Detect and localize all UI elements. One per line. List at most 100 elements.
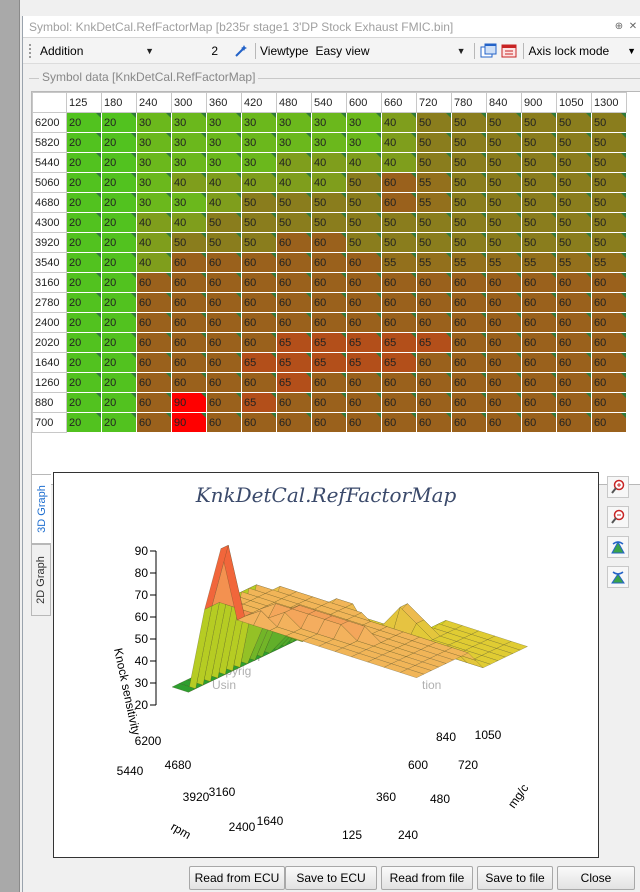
map-cell[interactable]: 20 [66,172,102,193]
map-cell[interactable]: 50 [311,192,347,213]
map-cell[interactable]: 40 [136,232,172,253]
map-cell[interactable]: 30 [171,152,207,173]
map-cell[interactable]: 60 [206,332,242,353]
map-cell[interactable]: 20 [66,152,102,173]
map-cell[interactable]: 50 [451,172,487,193]
map-cell[interactable]: 20 [66,272,102,293]
map-cell[interactable]: 65 [276,352,312,373]
map-cell[interactable]: 55 [416,172,452,193]
map-cell[interactable]: 60 [206,272,242,293]
operation-select[interactable]: Addition ▼ [35,41,159,61]
map-cell[interactable]: 60 [241,272,277,293]
map-cell[interactable]: 50 [451,152,487,173]
column-header[interactable]: 180 [101,92,137,113]
map-cell[interactable]: 60 [591,392,627,413]
map-cell[interactable]: 60 [521,272,557,293]
map-cell[interactable]: 65 [346,332,382,353]
map-cell[interactable]: 20 [101,312,137,333]
axis-lock-toggle[interactable]: Axis lock mode [528,43,610,58]
map-cell[interactable]: 60 [486,332,522,353]
map-cell[interactable]: 60 [416,312,452,333]
map-cell[interactable]: 30 [311,132,347,153]
map-cell[interactable]: 50 [591,172,627,193]
map-cell[interactable]: 60 [591,352,627,373]
map-cell[interactable]: 60 [241,332,277,353]
map-cell[interactable]: 60 [311,412,347,433]
map-cell[interactable]: 60 [486,372,522,393]
map-cell[interactable]: 60 [591,332,627,353]
map-cell[interactable]: 20 [101,252,137,273]
map-cell[interactable]: 50 [206,212,242,233]
map-cell[interactable]: 50 [346,192,382,213]
map-cell[interactable]: 60 [136,312,172,333]
map-cell[interactable]: 50 [451,132,487,153]
map-cell[interactable]: 50 [171,232,207,253]
map-cell[interactable]: 60 [276,392,312,413]
map-cell[interactable]: 50 [556,192,592,213]
map-cell[interactable]: 20 [101,352,137,373]
map-cell[interactable]: 60 [556,332,592,353]
map-cell[interactable]: 40 [276,152,312,173]
row-header[interactable]: 2020 [32,332,67,353]
pin-icon[interactable]: ⊕ [614,21,624,32]
row-header[interactable]: 4300 [32,212,67,233]
map-cell[interactable]: 60 [381,172,417,193]
map-cell[interactable]: 60 [346,392,382,413]
column-header[interactable]: 300 [171,92,207,113]
row-header[interactable]: 5060 [32,172,67,193]
map-cell[interactable]: 60 [451,272,487,293]
row-header[interactable]: 5820 [32,132,67,153]
map-cell[interactable]: 60 [451,332,487,353]
map-cell[interactable]: 50 [556,152,592,173]
map-cell[interactable]: 40 [206,192,242,213]
map-cell[interactable]: 30 [136,152,172,173]
close-icon[interactable]: ✕ [628,21,638,32]
row-header[interactable]: 4680 [32,192,67,213]
map-cell[interactable]: 20 [101,292,137,313]
row-header[interactable]: 1640 [32,352,67,373]
map-cell[interactable]: 50 [416,232,452,253]
map-cell[interactable]: 60 [206,292,242,313]
map-cell[interactable]: 40 [171,212,207,233]
toolbar-grip-icon[interactable] [29,43,35,58]
map-cell[interactable]: 30 [171,112,207,133]
map-cell[interactable]: 20 [101,392,137,413]
map-cell[interactable]: 60 [486,312,522,333]
map-cell[interactable]: 40 [381,112,417,133]
map-cell[interactable]: 50 [241,232,277,253]
map-cell[interactable]: 30 [346,112,382,133]
map-cell[interactable]: 20 [101,332,137,353]
column-header[interactable]: 600 [346,92,382,113]
map-cell[interactable]: 50 [276,192,312,213]
map-cell[interactable]: 50 [451,232,487,253]
save-to-ecu-button[interactable]: Save to ECU [285,866,377,890]
map-cell[interactable]: 40 [136,212,172,233]
map-cell[interactable]: 30 [206,132,242,153]
map-cell[interactable]: 40 [346,152,382,173]
map-cell[interactable]: 60 [346,292,382,313]
map-cell[interactable]: 60 [521,412,557,433]
map-cell[interactable]: 60 [591,412,627,433]
map-cell[interactable]: 40 [381,152,417,173]
map-cell[interactable]: 50 [451,192,487,213]
map-cell[interactable]: 60 [346,272,382,293]
map-cell[interactable]: 20 [66,352,102,373]
map-cell[interactable]: 30 [346,132,382,153]
map-cell[interactable]: 60 [556,272,592,293]
map-cell[interactable]: 60 [276,292,312,313]
map-cell[interactable]: 50 [591,132,627,153]
map-cell[interactable]: 30 [241,112,277,133]
read-from-ecu-button[interactable]: Read from ECU [189,866,285,890]
map-cell[interactable]: 20 [66,392,102,413]
map-cell[interactable]: 60 [311,252,347,273]
toolbar-overflow-icon[interactable]: ▼ [627,45,636,56]
map-cell[interactable]: 65 [241,392,277,413]
map-cell[interactable]: 60 [136,272,172,293]
viewtype-select[interactable]: Easy view ▼ [310,41,470,61]
zoom-out-icon[interactable] [607,506,629,528]
map-cell[interactable]: 60 [381,272,417,293]
map-cell[interactable]: 60 [241,412,277,433]
apply-wand-icon[interactable] [231,41,251,61]
map-cell[interactable]: 20 [101,112,137,133]
map-cell[interactable]: 60 [276,252,312,273]
